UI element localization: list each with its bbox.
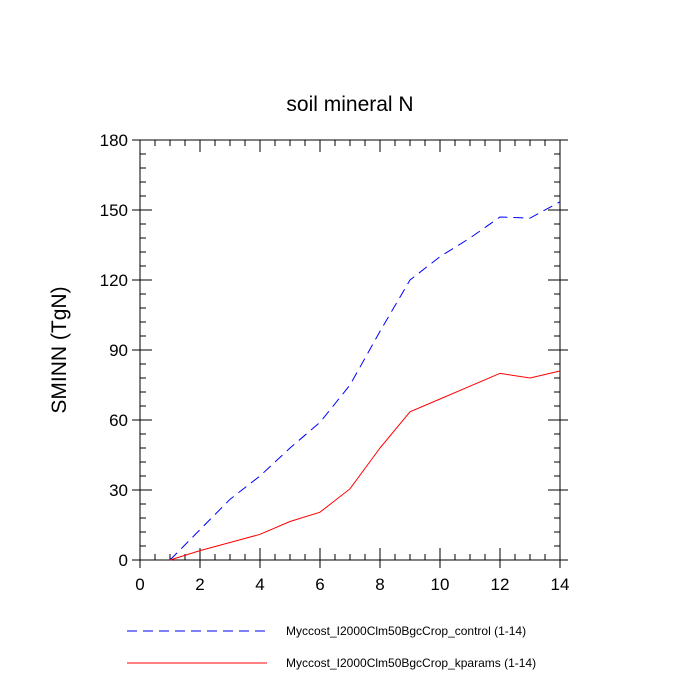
y-tick-label: 120 <box>100 271 128 290</box>
y-axis-label: SMINN (TgN) <box>48 286 71 413</box>
x-tick-label: 0 <box>135 575 144 594</box>
y-tick-label: 180 <box>100 131 128 150</box>
y-tick-label: 60 <box>109 411 128 430</box>
legend-label-1: Myccost_I2000Clm50BgcCrop_control (1-14) <box>286 624 526 638</box>
x-tick-label: 6 <box>315 575 324 594</box>
x-tick-label: 2 <box>195 575 204 594</box>
chart-title: soil mineral N <box>286 93 413 116</box>
legend-label-2: Myccost_I2000Clm50BgcCrop_kparams (1-14) <box>286 656 536 670</box>
series-layer <box>169 201 561 561</box>
series-line-2 <box>169 370 561 561</box>
plot-frame <box>139 139 561 561</box>
y-tick-label: 30 <box>109 481 128 500</box>
x-tick-label: 12 <box>491 575 510 594</box>
y-tick-label: 0 <box>119 551 128 570</box>
x-tick-label: 14 <box>551 575 570 594</box>
legend: Myccost_I2000Clm50BgcCrop_control (1-14)… <box>127 624 536 670</box>
y-tick-label: 150 <box>100 201 128 220</box>
series-line-1 <box>169 201 561 561</box>
axis-ticks: 0 2 4 6 8 10 12 14 0 30 60 90 120 150 180 <box>100 131 570 594</box>
x-tick-label: 4 <box>255 575 264 594</box>
y-tick-label: 90 <box>109 341 128 360</box>
x-tick-label: 10 <box>431 575 450 594</box>
x-tick-label: 8 <box>375 575 384 594</box>
